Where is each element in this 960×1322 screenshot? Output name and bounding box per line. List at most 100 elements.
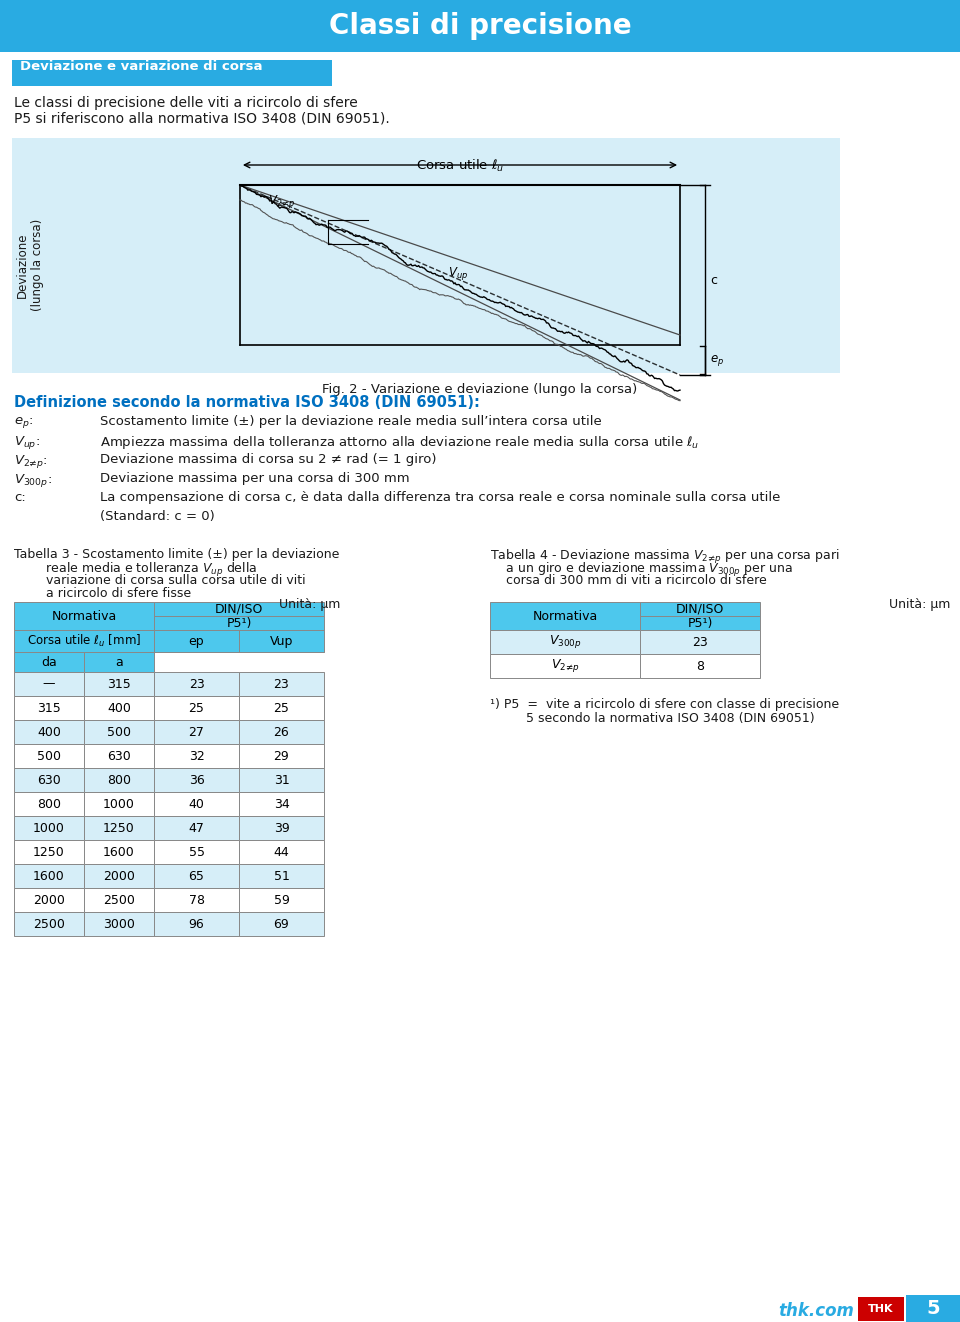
Bar [239, 792, 324, 816]
Text: 2000: 2000 [103, 870, 135, 883]
Bar [239, 631, 324, 652]
Bar [490, 602, 640, 631]
Bar [239, 768, 324, 792]
Text: 2500: 2500 [33, 917, 65, 931]
Text: corsa di 300 mm di viti a ricircolo di sfere: corsa di 300 mm di viti a ricircolo di s… [490, 574, 767, 587]
Bar [239, 744, 324, 768]
Bar [14, 631, 154, 652]
Text: 34: 34 [274, 797, 289, 810]
Text: DIN/ISO: DIN/ISO [676, 603, 724, 616]
Text: 2000: 2000 [33, 894, 65, 907]
Text: P5¹): P5¹) [227, 616, 252, 629]
Text: Definizione secondo la normativa ISO 3408 (DIN 69051):: Definizione secondo la normativa ISO 340… [14, 395, 480, 410]
Text: 32: 32 [188, 750, 204, 763]
Text: 44: 44 [274, 846, 289, 858]
Bar [490, 654, 640, 678]
Bar [154, 768, 239, 792]
Text: Classi di precisione: Classi di precisione [328, 12, 632, 40]
Text: Normativa: Normativa [52, 609, 116, 623]
Bar [154, 720, 239, 744]
Bar [14, 695, 84, 720]
Text: 23: 23 [188, 677, 204, 690]
Text: Deviazione massima per una corsa di 300 mm: Deviazione massima per una corsa di 300 … [100, 472, 410, 485]
Text: c: c [710, 274, 717, 287]
Bar [154, 695, 239, 720]
Bar [154, 616, 324, 631]
Text: Fig. 2 - Variazione e deviazione (lungo la corsa): Fig. 2 - Variazione e deviazione (lungo … [323, 383, 637, 397]
Bar [12, 59, 332, 86]
Text: THK: THK [868, 1303, 894, 1314]
Text: 36: 36 [188, 773, 204, 787]
Text: 1000: 1000 [33, 821, 65, 834]
Text: 59: 59 [274, 894, 289, 907]
Text: 47: 47 [188, 821, 204, 834]
Bar [239, 816, 324, 839]
Text: 23: 23 [274, 677, 289, 690]
Bar [84, 839, 154, 865]
Bar [84, 652, 154, 672]
Text: Deviazione massima di corsa su 2 ≠ rad (= 1 giro): Deviazione massima di corsa su 2 ≠ rad (… [100, 453, 437, 465]
Text: Le classi di precisione delle viti a ricircolo di sfere: Le classi di precisione delle viti a ric… [14, 97, 358, 110]
Text: (Standard: c = 0): (Standard: c = 0) [100, 510, 215, 524]
Bar [14, 816, 84, 839]
Text: ep: ep [189, 635, 204, 648]
Text: Deviazione
(lungo la corsa): Deviazione (lungo la corsa) [16, 219, 44, 311]
Text: —: — [43, 677, 56, 690]
Bar [640, 631, 760, 654]
Text: $V_{up}$:: $V_{up}$: [14, 434, 40, 451]
Text: 23: 23 [692, 636, 708, 649]
Text: 630: 630 [108, 750, 131, 763]
Text: 3000: 3000 [103, 917, 135, 931]
Text: 400: 400 [37, 726, 60, 739]
Text: 69: 69 [274, 917, 289, 931]
Text: $V_{300p}$: $V_{300p}$ [549, 633, 581, 650]
Text: 78: 78 [188, 894, 204, 907]
Text: 51: 51 [274, 870, 289, 883]
Bar [84, 865, 154, 888]
Text: 315: 315 [37, 702, 60, 714]
Text: 800: 800 [107, 773, 131, 787]
Bar [14, 672, 84, 695]
Bar [14, 839, 84, 865]
Text: 2500: 2500 [103, 894, 135, 907]
Bar [239, 839, 324, 865]
Text: $V_{2≠p}$: $V_{2≠p}$ [268, 193, 295, 210]
Text: Unità: μm: Unità: μm [278, 598, 340, 611]
Bar [154, 912, 239, 936]
Text: Vup: Vup [270, 635, 293, 648]
Bar [154, 839, 239, 865]
Bar [84, 768, 154, 792]
Bar [84, 792, 154, 816]
Bar [14, 792, 84, 816]
Bar [640, 602, 760, 616]
Bar [906, 1296, 960, 1322]
Text: a un giro e deviazione massima $V_{300p}$ per una: a un giro e deviazione massima $V_{300p}… [490, 561, 793, 579]
Text: 500: 500 [107, 726, 131, 739]
Text: Corsa utile $\ell_u$: Corsa utile $\ell_u$ [416, 159, 504, 175]
Text: Unità: μm: Unità: μm [889, 598, 950, 611]
Text: 27: 27 [188, 726, 204, 739]
Bar [239, 720, 324, 744]
Text: 55: 55 [188, 846, 204, 858]
Text: P5¹): P5¹) [687, 616, 712, 629]
Bar [14, 888, 84, 912]
Text: thk.com: thk.com [778, 1302, 853, 1319]
Text: 800: 800 [37, 797, 61, 810]
Bar [14, 865, 84, 888]
Text: 1600: 1600 [103, 846, 134, 858]
Text: a: a [115, 656, 123, 669]
Text: 31: 31 [274, 773, 289, 787]
Text: c:: c: [14, 490, 26, 504]
Bar [84, 912, 154, 936]
Text: $e_p$:: $e_p$: [14, 415, 34, 430]
Bar [640, 654, 760, 678]
Bar [14, 768, 84, 792]
Text: variazione di corsa sulla corsa utile di viti: variazione di corsa sulla corsa utile di… [14, 574, 305, 587]
Text: 1600: 1600 [34, 870, 65, 883]
Bar [84, 816, 154, 839]
Bar [84, 888, 154, 912]
Text: La compensazione di corsa c, è data dalla differenza tra corsa reale e corsa nom: La compensazione di corsa c, è data dall… [100, 490, 780, 504]
Text: 39: 39 [274, 821, 289, 834]
Text: Deviazione e variazione di corsa: Deviazione e variazione di corsa [20, 59, 262, 73]
Text: $e_p$: $e_p$ [710, 353, 724, 368]
